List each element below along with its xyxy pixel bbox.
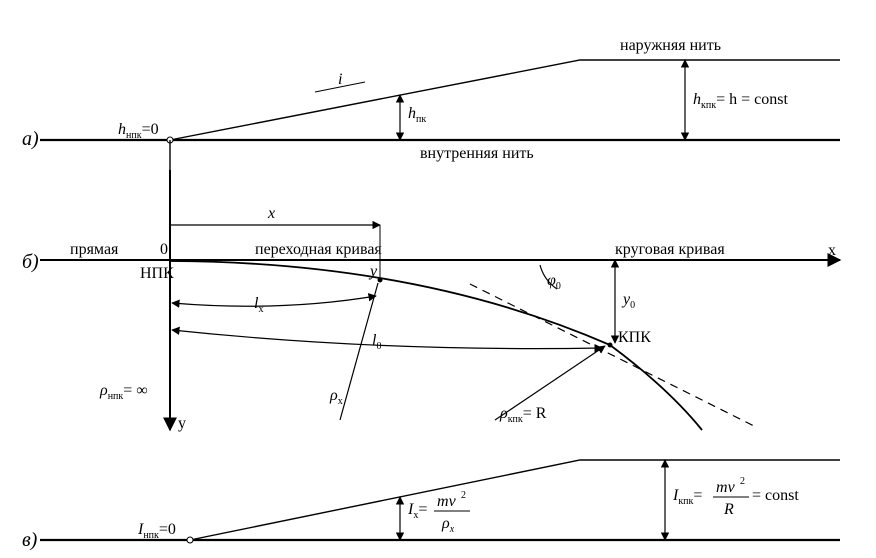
c-origin-pt bbox=[187, 537, 193, 543]
panel-c: в) Iнпк=0 Ix= mv 2 ρx Iкпк= mv 2 R = co bbox=[22, 460, 840, 551]
hkpk-label: hкпк= h = const bbox=[693, 91, 788, 111]
y-axis-label: y bbox=[178, 415, 186, 432]
rho-kpk-line bbox=[495, 346, 605, 420]
outer-rail-label: наружняя нить bbox=[620, 37, 721, 54]
transition-label: переходная кривая bbox=[255, 241, 382, 258]
hpk-label: hпк bbox=[408, 105, 426, 125]
npk-label: НПК bbox=[140, 265, 174, 282]
svg-text:ρx: ρx bbox=[329, 387, 343, 407]
svg-text:φ0: φ0 bbox=[547, 272, 561, 292]
phi0-label: φ0 bbox=[547, 272, 561, 292]
x-axis-label: x bbox=[828, 242, 836, 259]
panel-b-letter: б) bbox=[22, 251, 39, 273]
kpk-label: КПК bbox=[618, 329, 651, 346]
l0-label: l0 bbox=[372, 332, 381, 352]
panel-b: б) x y 0 НПК прямая переходная кривая кр… bbox=[22, 170, 840, 432]
panel-c-letter: в) bbox=[22, 529, 38, 551]
transition-curve bbox=[170, 261, 610, 345]
circular-label: круговая кривая bbox=[615, 241, 725, 258]
y-point bbox=[378, 278, 383, 283]
svg-text:hпк: hпк bbox=[408, 105, 426, 125]
svg-text:2: 2 bbox=[461, 490, 466, 501]
lx-arc bbox=[172, 296, 376, 306]
svg-text:hкпк= h = const: hкпк= h = const bbox=[693, 91, 788, 111]
c-rise bbox=[190, 460, 840, 540]
I-npk-label: Iнпк=0 bbox=[137, 521, 176, 541]
svg-text:R: R bbox=[723, 501, 734, 518]
svg-text:l0: l0 bbox=[372, 332, 381, 352]
slope-i-label: i bbox=[338, 71, 342, 88]
rho-npk-label: ρнпк= ∞ bbox=[99, 382, 148, 402]
rho-x-line bbox=[340, 283, 378, 420]
diagram-svg: а) i hнпк=0 hпк hкпк= h = const наружняя… bbox=[0, 0, 876, 558]
svg-text:mv: mv bbox=[437, 493, 457, 510]
svg-text:2: 2 bbox=[740, 476, 745, 487]
kpk-point bbox=[608, 343, 613, 348]
h-npk-label: hнпк=0 bbox=[118, 121, 159, 141]
svg-text:ρнпк= ∞: ρнпк= ∞ bbox=[99, 382, 148, 402]
svg-text:= const: = const bbox=[752, 487, 799, 504]
svg-text:ρкпк= R: ρкпк= R bbox=[499, 405, 547, 425]
panel-a: а) i hнпк=0 hпк hкпк= h = const наружняя… bbox=[22, 37, 840, 170]
straight-label: прямая bbox=[70, 241, 119, 258]
l0-arc bbox=[172, 330, 602, 349]
Ix-label: Ix= mv 2 ρx bbox=[407, 490, 470, 535]
origin-label: 0 bbox=[160, 241, 168, 258]
panel-a-letter: а) bbox=[22, 128, 39, 150]
x-dim-label: x bbox=[267, 205, 275, 222]
y0-label: y0 bbox=[621, 291, 635, 311]
svg-text:hнпк=0: hнпк=0 bbox=[118, 121, 159, 141]
rho-x-label: ρx bbox=[329, 387, 343, 407]
tangent-dash bbox=[470, 284, 758, 428]
rho-kpk-label: ρкпк= R bbox=[499, 405, 547, 425]
svg-text:mv: mv bbox=[716, 479, 736, 496]
Ikpk-label: Iкпк= mv 2 R = const bbox=[672, 476, 799, 518]
circular-curve bbox=[610, 345, 702, 430]
svg-text:ρx: ρx bbox=[441, 515, 455, 535]
svg-text:Iнпк=0: Iнпк=0 bbox=[137, 521, 176, 541]
svg-text:Iкпк=: Iкпк= bbox=[672, 487, 702, 507]
y-point-label: y bbox=[368, 263, 378, 280]
svg-text:Ix=: Ix= bbox=[407, 501, 427, 521]
svg-text:lx: lx bbox=[254, 295, 263, 315]
inner-rail-label: внутренняя нить bbox=[420, 145, 534, 162]
lx-label: lx bbox=[254, 295, 263, 315]
svg-text:y0: y0 bbox=[621, 291, 635, 311]
